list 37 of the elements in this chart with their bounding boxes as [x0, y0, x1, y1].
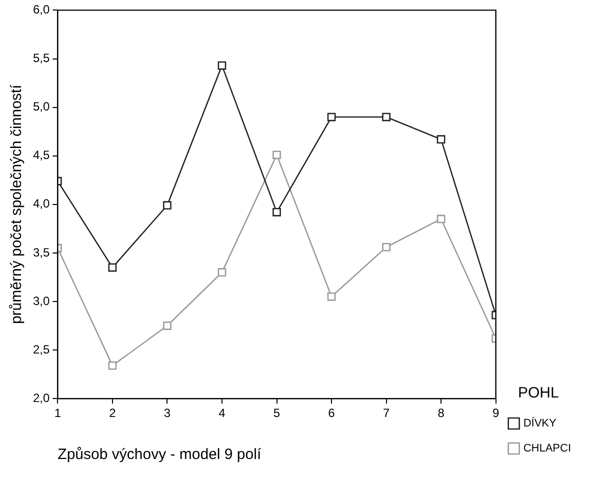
point: [327, 292, 336, 301]
x-tick-label: 8: [438, 406, 445, 420]
y-tick-label: 5,5: [32, 51, 50, 66]
y-tick-label: 6,0: [32, 2, 50, 17]
y-tick-label: 3,0: [32, 294, 50, 308]
x-tick-label: 3: [164, 406, 171, 420]
point: [272, 208, 281, 216]
x-tick-label: 6: [328, 406, 336, 420]
point: [163, 322, 172, 330]
y-axis-title: průměrný počet společných činností: [8, 84, 26, 324]
y-tick-label: 5,0: [32, 100, 50, 114]
x-tick-label: 2: [109, 406, 116, 420]
x-tick-label: 1: [54, 406, 62, 420]
point: [218, 61, 226, 70]
legend-label: CHLAPCI: [523, 442, 572, 455]
point: [327, 112, 336, 122]
point: [382, 112, 390, 122]
point: [382, 242, 390, 252]
point: [436, 214, 446, 224]
point: [163, 201, 172, 210]
point: [218, 268, 226, 277]
y-tick-label: 4,0: [32, 196, 50, 211]
x-tick-label: 9: [492, 406, 500, 420]
y-tick-label: 4,5: [32, 148, 50, 162]
point: [272, 150, 281, 160]
legend-title: POHL: [518, 384, 559, 402]
legend-label: DÍVKY: [523, 416, 557, 430]
x-tick-label: 4: [218, 406, 226, 420]
x-tick-label: 5: [273, 406, 280, 420]
point: [108, 263, 117, 272]
point: [108, 361, 117, 370]
x-tick-label: 7: [382, 406, 390, 420]
x-axis-title: Způsob výchovy - model 9 polí: [58, 446, 262, 464]
y-tick-label: 3,5: [32, 245, 50, 260]
y-tick-label: 2,5: [32, 342, 50, 356]
point: [436, 135, 446, 144]
y-tick-label: 2,0: [32, 390, 50, 405]
